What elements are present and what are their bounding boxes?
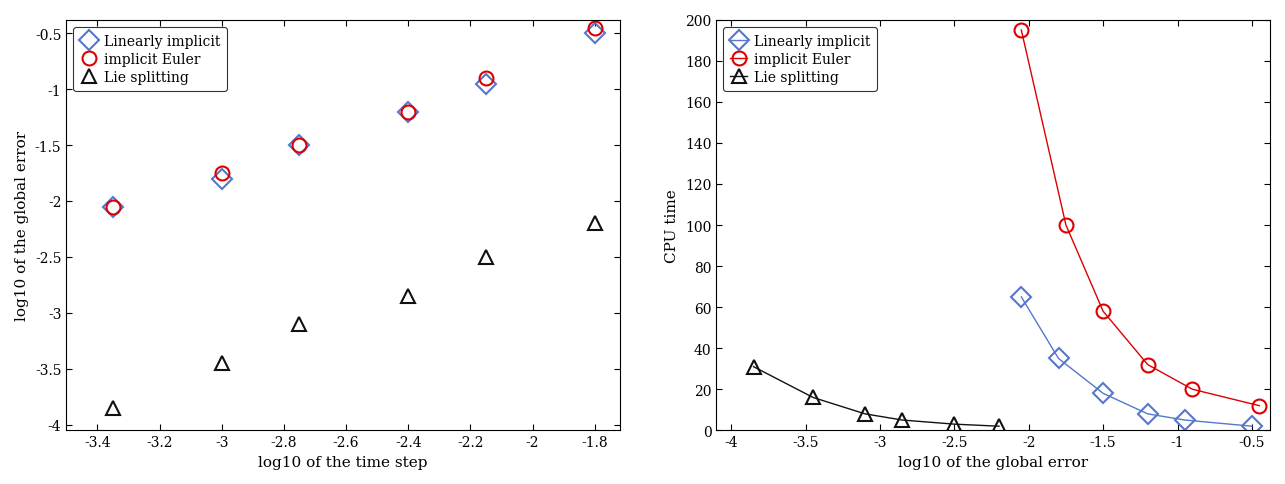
- Line: implicit Euler: implicit Euler: [1014, 24, 1266, 413]
- Y-axis label: log10 of the global error: log10 of the global error: [15, 131, 30, 320]
- Linearly implicit: [478, 81, 493, 87]
- Linearly implicit: [1140, 411, 1155, 417]
- X-axis label: log10 of the global error: log10 of the global error: [898, 455, 1088, 469]
- implicit Euler: [1140, 362, 1155, 368]
- Linearly implicit: [1244, 424, 1259, 429]
- implicit Euler: [105, 204, 121, 210]
- Lie splitting: [857, 411, 873, 417]
- Linearly implicit: [105, 204, 121, 210]
- Lie splitting: [894, 417, 910, 423]
- implicit Euler: [1185, 387, 1200, 393]
- implicit Euler: [215, 171, 230, 177]
- Line: Lie splitting: Lie splitting: [747, 360, 1006, 433]
- Lie splitting: [105, 405, 121, 411]
- Linearly implicit: [401, 109, 416, 115]
- Lie splitting: [587, 221, 603, 227]
- Line: implicit Euler: implicit Euler: [105, 22, 601, 214]
- Linearly implicit: [1095, 391, 1110, 396]
- implicit Euler: [478, 76, 493, 82]
- implicit Euler: [587, 26, 603, 31]
- Linearly implicit: [215, 176, 230, 182]
- Line: Linearly implicit: Linearly implicit: [1014, 290, 1259, 433]
- Linearly implicit: [1014, 294, 1029, 300]
- implicit Euler: [401, 109, 416, 115]
- Linearly implicit: [587, 31, 603, 37]
- Line: Linearly implicit: Linearly implicit: [105, 27, 601, 214]
- implicit Euler: [292, 143, 307, 149]
- Lie splitting: [806, 395, 821, 401]
- implicit Euler: [1252, 403, 1267, 409]
- Y-axis label: CPU time: CPU time: [666, 189, 680, 262]
- implicit Euler: [1059, 223, 1074, 228]
- Lie splitting: [401, 294, 416, 300]
- Legend: Linearly implicit, implicit Euler, Lie splitting: Linearly implicit, implicit Euler, Lie s…: [723, 28, 878, 92]
- Linearly implicit: [1051, 356, 1067, 362]
- implicit Euler: [1014, 28, 1029, 34]
- Linearly implicit: [292, 143, 307, 149]
- Lie splitting: [292, 321, 307, 327]
- Lie splitting: [478, 255, 493, 260]
- Lie splitting: [991, 424, 1006, 429]
- X-axis label: log10 of the time step: log10 of the time step: [258, 455, 428, 469]
- Linearly implicit: [1177, 417, 1192, 423]
- implicit Euler: [1095, 309, 1110, 315]
- Lie splitting: [215, 361, 230, 366]
- Lie splitting: [947, 422, 962, 427]
- Legend: Linearly implicit, implicit Euler, Lie splitting: Linearly implicit, implicit Euler, Lie s…: [73, 28, 227, 92]
- Line: Lie splitting: Lie splitting: [105, 217, 601, 415]
- Lie splitting: [745, 364, 761, 370]
